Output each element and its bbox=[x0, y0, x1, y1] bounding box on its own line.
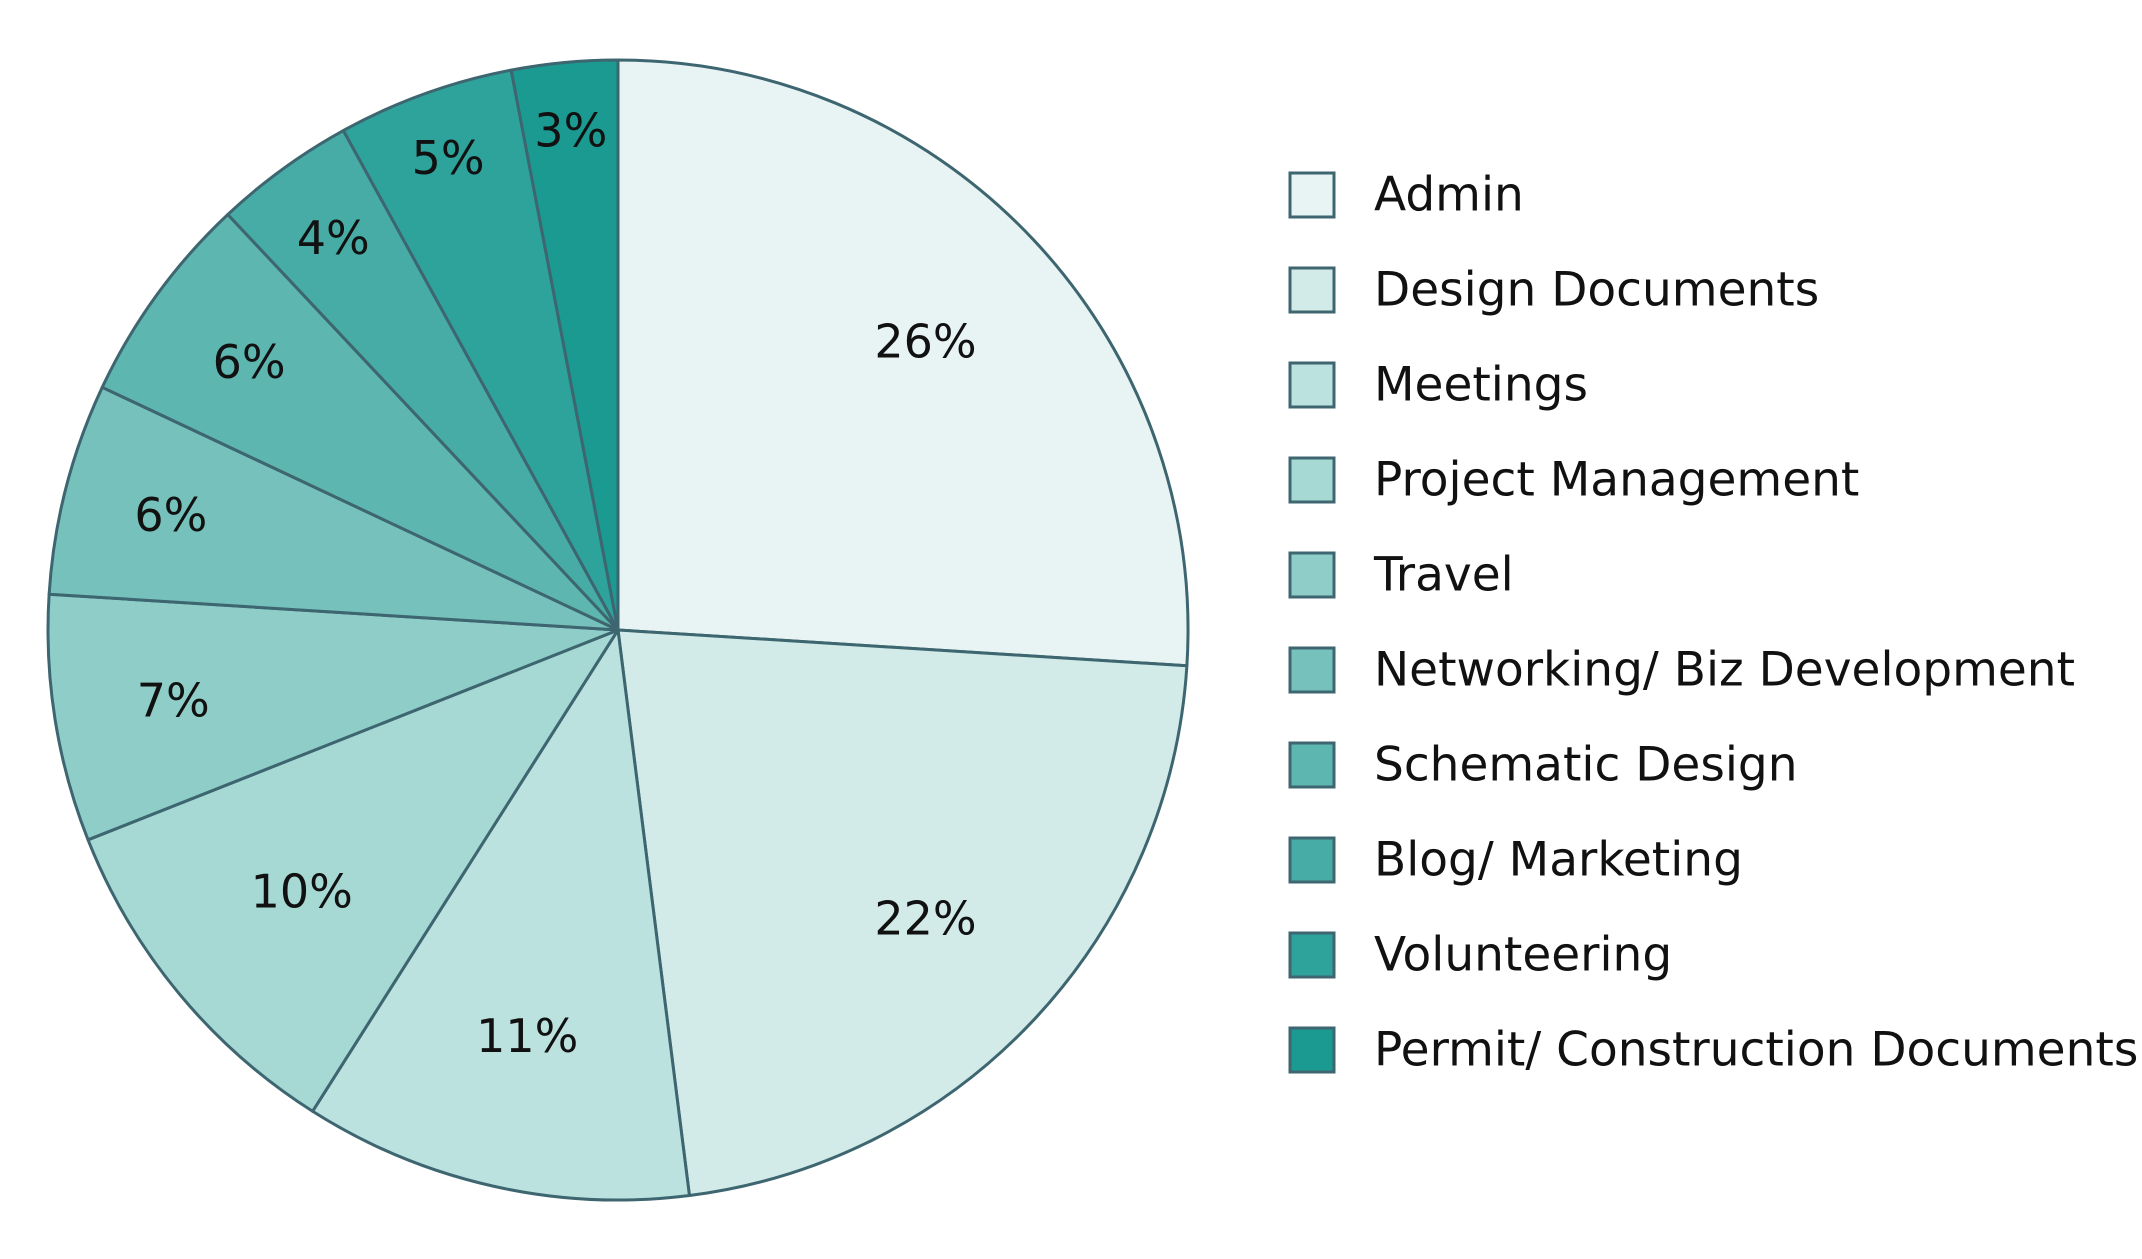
slice-label-schematic-design: 6% bbox=[213, 335, 286, 389]
slice-label-design-documents: 22% bbox=[874, 892, 976, 946]
slice-label-admin: 26% bbox=[874, 314, 976, 368]
slice-label-project-management: 10% bbox=[251, 865, 353, 919]
slice-label-permit-construction-documents: 3% bbox=[534, 104, 607, 158]
legend-label-design-documents: Design Documents bbox=[1374, 263, 1819, 318]
legend-swatch-volunteering bbox=[1288, 931, 1336, 979]
pie-slice-project-management bbox=[86, 628, 620, 1113]
legend-swatch-schematic-design bbox=[1288, 741, 1336, 789]
legend-swatch-permit-construction-documents bbox=[1288, 1026, 1336, 1074]
pie-slice-volunteering bbox=[341, 68, 620, 632]
legend-swatch-networking-biz-development bbox=[1288, 646, 1336, 694]
legend-label-schematic-design: Schematic Design bbox=[1374, 738, 1798, 793]
pie-slice-meetings bbox=[311, 628, 691, 1202]
legend-item-design-documents: Design Documents bbox=[1288, 263, 1819, 318]
pie-slice-permit-construction-documents bbox=[509, 58, 620, 632]
slice-label-travel: 7% bbox=[137, 673, 210, 727]
legend-label-permit-construction-documents: Permit/ Construction Documents bbox=[1374, 1023, 2138, 1078]
slice-label-volunteering: 5% bbox=[412, 131, 485, 185]
pie-slice-networking-biz-development bbox=[47, 385, 620, 632]
legend-swatch-project-management bbox=[1288, 456, 1336, 504]
pie-slices bbox=[46, 58, 1190, 1202]
pie-slice-design-documents bbox=[616, 628, 1189, 1198]
slice-label-blog-marketing: 4% bbox=[297, 211, 370, 265]
legend-label-networking-biz-development: Networking/ Biz Development bbox=[1374, 643, 2075, 698]
legend-item-volunteering: Volunteering bbox=[1288, 928, 1672, 983]
legend-label-volunteering: Volunteering bbox=[1374, 928, 1672, 983]
pie-slice-labels: 26% 22% 11% 10% 7% 6% 6% 4% 5% 3% bbox=[134, 104, 976, 1063]
legend-item-schematic-design: Schematic Design bbox=[1288, 738, 1798, 793]
legend-label-blog-marketing: Blog/ Marketing bbox=[1374, 833, 1743, 888]
chart-legend: Admin Design Documents Meetings Project Man… bbox=[1288, 168, 2138, 1078]
legend-label-meetings: Meetings bbox=[1374, 358, 1588, 413]
legend-swatch-meetings bbox=[1288, 361, 1336, 409]
legend-swatch-blog-marketing bbox=[1288, 836, 1336, 884]
legend-item-admin: Admin bbox=[1288, 168, 1524, 223]
legend-swatch-travel bbox=[1288, 551, 1336, 599]
pie-slice-admin bbox=[616, 58, 1190, 668]
slice-label-networking-biz-development: 6% bbox=[134, 488, 207, 542]
legend-swatch-admin bbox=[1288, 171, 1336, 219]
legend-label-project-management: Project Management bbox=[1374, 453, 1859, 508]
pie-slice-travel bbox=[46, 592, 620, 842]
legend-item-blog-marketing: Blog/ Marketing bbox=[1288, 833, 1743, 888]
legend-item-meetings: Meetings bbox=[1288, 358, 1588, 413]
legend-swatch-design-documents bbox=[1288, 266, 1336, 314]
legend-label-admin: Admin bbox=[1374, 168, 1524, 223]
pie-slice-schematic-design bbox=[100, 212, 620, 632]
slice-label-meetings: 11% bbox=[476, 1009, 578, 1063]
legend-item-project-management: Project Management bbox=[1288, 453, 1859, 508]
legend-label-travel: Travel bbox=[1373, 548, 1514, 603]
legend-item-travel: Travel bbox=[1288, 548, 1514, 603]
legend-item-networking-biz-development: Networking/ Biz Development bbox=[1288, 643, 2075, 698]
legend-item-permit-construction-documents: Permit/ Construction Documents bbox=[1288, 1023, 2138, 1078]
